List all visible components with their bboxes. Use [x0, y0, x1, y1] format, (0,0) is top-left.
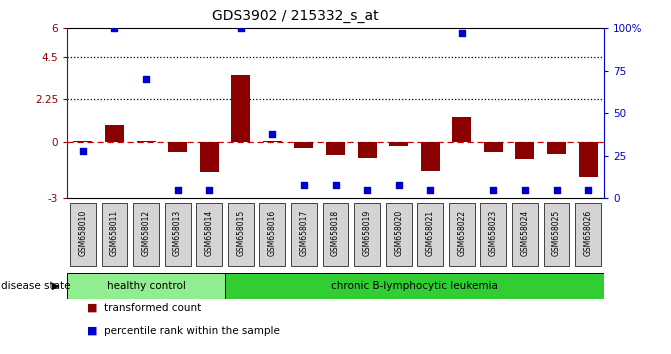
Text: GSM658022: GSM658022: [458, 210, 466, 256]
Text: ■: ■: [87, 303, 98, 313]
Text: percentile rank within the sample: percentile rank within the sample: [104, 326, 280, 336]
FancyBboxPatch shape: [228, 202, 254, 267]
Text: healthy control: healthy control: [107, 281, 185, 291]
Bar: [73, 141, 93, 142]
Bar: [484, 142, 503, 152]
Text: GSM658014: GSM658014: [205, 210, 213, 256]
FancyBboxPatch shape: [196, 202, 222, 267]
Text: GSM658024: GSM658024: [521, 210, 529, 256]
Text: GDS3902 / 215332_s_at: GDS3902 / 215332_s_at: [212, 9, 378, 23]
FancyBboxPatch shape: [575, 202, 601, 267]
Text: GSM658026: GSM658026: [584, 210, 592, 256]
Point: [362, 187, 372, 193]
Text: GSM658016: GSM658016: [268, 210, 277, 256]
Text: GSM658025: GSM658025: [552, 210, 561, 256]
Point: [551, 187, 562, 193]
Point: [141, 76, 152, 82]
Bar: [168, 142, 187, 152]
Text: ▶: ▶: [52, 281, 59, 291]
Text: transformed count: transformed count: [104, 303, 201, 313]
Bar: [105, 125, 124, 142]
Bar: [67, 273, 225, 299]
Text: chronic B-lymphocytic leukemia: chronic B-lymphocytic leukemia: [331, 281, 498, 291]
Text: GSM658015: GSM658015: [236, 210, 246, 256]
Point: [78, 148, 89, 154]
Point: [236, 25, 246, 31]
Bar: [578, 142, 598, 177]
Text: GSM658017: GSM658017: [299, 210, 309, 256]
Text: GSM658011: GSM658011: [110, 210, 119, 256]
Point: [488, 187, 499, 193]
Text: GSM658021: GSM658021: [425, 210, 435, 256]
Text: ■: ■: [87, 326, 98, 336]
Bar: [263, 141, 282, 142]
Point: [582, 187, 593, 193]
Bar: [231, 75, 250, 142]
FancyBboxPatch shape: [480, 202, 507, 267]
Point: [393, 182, 404, 188]
Bar: [225, 273, 604, 299]
FancyBboxPatch shape: [101, 202, 127, 267]
Bar: [515, 142, 534, 159]
Text: GSM658013: GSM658013: [173, 210, 182, 256]
FancyBboxPatch shape: [133, 202, 159, 267]
FancyBboxPatch shape: [70, 202, 96, 267]
Point: [204, 187, 215, 193]
Text: GSM658023: GSM658023: [489, 210, 498, 256]
Bar: [547, 142, 566, 154]
Bar: [358, 142, 376, 158]
Text: GSM658010: GSM658010: [79, 210, 87, 256]
FancyBboxPatch shape: [291, 202, 317, 267]
FancyBboxPatch shape: [323, 202, 348, 267]
FancyBboxPatch shape: [386, 202, 411, 267]
Point: [519, 187, 530, 193]
Bar: [295, 142, 313, 148]
FancyBboxPatch shape: [260, 202, 285, 267]
Text: GSM658019: GSM658019: [362, 210, 372, 256]
Bar: [326, 142, 345, 155]
FancyBboxPatch shape: [417, 202, 443, 267]
Point: [456, 30, 467, 36]
Point: [330, 182, 341, 188]
FancyBboxPatch shape: [354, 202, 380, 267]
Bar: [389, 142, 408, 146]
Point: [172, 187, 183, 193]
Bar: [137, 141, 156, 142]
Text: GSM658012: GSM658012: [142, 210, 150, 256]
Bar: [200, 142, 219, 172]
FancyBboxPatch shape: [164, 202, 191, 267]
Text: GSM658018: GSM658018: [331, 210, 340, 256]
Text: GSM658020: GSM658020: [394, 210, 403, 256]
Text: disease state: disease state: [1, 281, 70, 291]
Point: [425, 187, 435, 193]
Bar: [452, 117, 471, 142]
Bar: [421, 142, 440, 171]
FancyBboxPatch shape: [449, 202, 475, 267]
FancyBboxPatch shape: [544, 202, 570, 267]
Point: [299, 182, 309, 188]
FancyBboxPatch shape: [512, 202, 538, 267]
Point: [267, 131, 278, 137]
Point: [109, 25, 120, 31]
